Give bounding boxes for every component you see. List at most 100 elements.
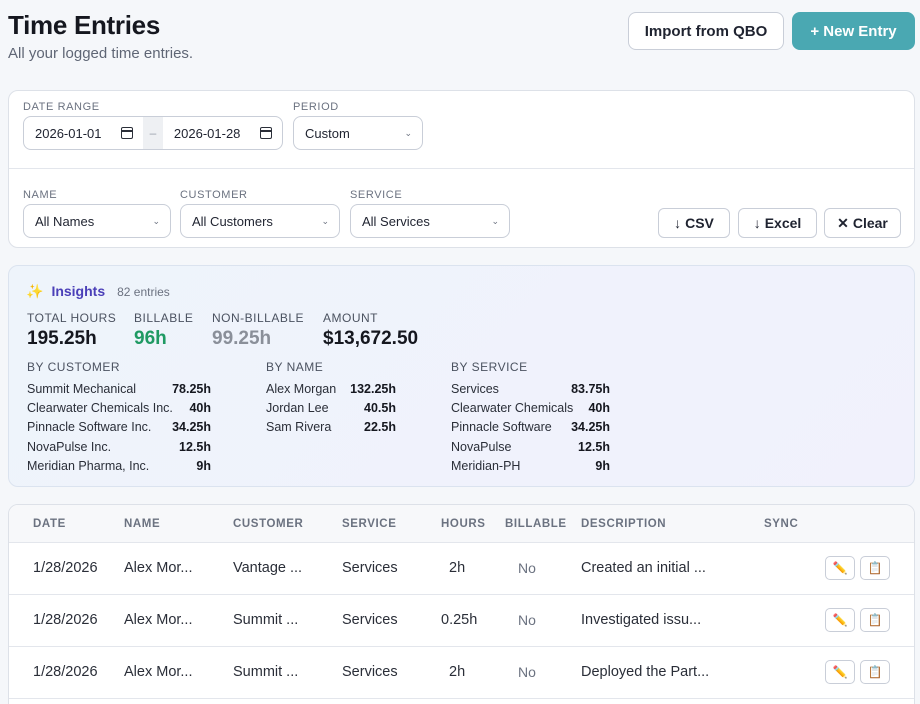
name-select-value: All Names [35,213,95,229]
date-to-input[interactable]: 2026-01-28 [163,117,282,149]
cell-service: Services [342,560,398,576]
list-item: Alex Morgan 132.25h [266,381,396,396]
close-icon: ✕ [837,214,849,231]
column-header-hours[interactable]: HOURS [441,518,486,530]
customer-filter-label: CUSTOMER [180,189,248,201]
export-excel-button[interactable]: ↓ Excel [738,208,817,238]
clear-label: Clear [852,215,888,231]
calendar-icon[interactable] [121,127,134,139]
date-to-value: 2026-01-28 [173,125,241,141]
total-hours-stat: TOTAL HOURS 195.25h [27,311,116,350]
arrow-down-icon: ↓ [674,215,682,231]
list-item: NovaPulse 12.5h [451,439,610,454]
list-item: Meridian-PH 9h [451,458,610,473]
by-customer-breakdown: BY CUSTOMER Summit Mechanical 78.25h Clea… [27,360,211,475]
clipboard-icon: 📋 [867,613,883,627]
date-from-value: 2026-01-01 [35,125,102,141]
amount-value: $13,672.50 [323,328,419,349]
clear-filters-button[interactable]: ✕ Clear [824,208,901,238]
cell-customer: Summit ... [233,612,299,628]
new-entry-button[interactable]: + New Entry [792,12,915,50]
by-service-label: BY SERVICE [451,360,528,374]
copy-entry-button[interactable]: 📋 [860,556,890,580]
list-item: Pinnacle Software Inc. 34.25h [27,420,211,435]
table-row[interactable]: 1/28/2026 Alex Mor... Vantage ... Servic… [9,543,914,595]
copy-entry-button[interactable]: 📋 [860,608,890,632]
total-hours-label: TOTAL HOURS [27,311,117,325]
insights-entry-count: 82 entries [117,285,170,299]
edit-entry-button[interactable]: ✏️ [825,608,855,632]
cell-name: Alex Mor... [124,560,193,576]
list-item: Meridian Pharma, Inc. 9h [27,458,211,473]
by-name-breakdown: BY NAME Alex Morgan 132.25h Jordan Lee 40.… [266,360,396,437]
date-separator: – [143,117,163,149]
list-item: Clearwater Chemicals Inc. 40h [27,400,211,415]
cell-service: Services [342,664,398,680]
column-header-name[interactable]: NAME [124,518,161,530]
table-row[interactable]: 1/28/2026 Alex Mor... Summit ... Service… [9,647,914,699]
pencil-icon: ✏️ [832,665,848,679]
list-item: Summit Mechanical 78.25h [27,381,211,396]
column-header-customer[interactable]: CUSTOMER [233,518,304,530]
by-name-label: BY NAME [266,360,324,374]
table-header: DATE NAME CUSTOMER SERVICE HOURS BILLABL… [9,505,914,543]
billable-value: 96h [134,328,167,349]
name-select[interactable]: All Names ⌄ [23,204,171,238]
page-title: Time Entries [8,10,160,40]
filters-panel: DATE RANGE 2026-01-01 – 2026-01-28 PERIO… [8,90,915,248]
chevron-down-icon: ⌄ [404,127,412,138]
list-item: Jordan Lee 40.5h [266,400,396,415]
column-header-sync[interactable]: SYNC [764,518,799,530]
list-item: NovaPulse Inc. 12.5h [27,439,211,454]
cell-date: 1/28/2026 [33,612,98,628]
insights-header: ✨ Insights 82 entries [26,283,170,300]
cell-service: Services [342,612,398,628]
cell-customer: Summit ... [233,664,299,680]
insights-panel: ✨ Insights 82 entries TOTAL HOURS 195.25… [8,265,915,487]
list-item: Sam Rivera 22.5h [266,420,396,435]
insights-title: Insights [51,283,106,299]
cell-billable: No [518,612,536,628]
cell-billable: No [518,664,536,680]
cell-description: Investigated issu... [581,612,702,628]
date-from-input[interactable]: 2026-01-01 [24,117,143,149]
by-customer-label: BY CUSTOMER [27,360,121,374]
import-from-qbo-button[interactable]: Import from QBO [628,12,784,50]
filters-divider [9,168,914,169]
calendar-icon[interactable] [260,127,272,139]
period-select[interactable]: Custom ⌄ [293,116,423,150]
column-header-description[interactable]: DESCRIPTION [581,518,667,530]
column-header-billable[interactable]: BILLABLE [505,518,567,530]
edit-entry-button[interactable]: ✏️ [825,660,855,684]
pencil-icon: ✏️ [832,561,848,575]
arrow-down-icon: ↓ [753,215,761,231]
non-billable-value: 99.25h [212,328,272,349]
non-billable-stat: NON-BILLABLE 99.25h [212,311,304,350]
service-select[interactable]: All Services ⌄ [350,204,510,238]
page-subtitle: All your logged time entries. [8,45,194,62]
edit-entry-button[interactable]: ✏️ [825,556,855,580]
customer-select[interactable]: All Customers ⌄ [180,204,340,238]
cell-hours: 2h [449,560,466,576]
clipboard-icon: 📋 [867,561,883,575]
date-range-group: 2026-01-01 – 2026-01-28 [23,116,283,150]
column-header-service[interactable]: SERVICE [342,518,397,530]
chevron-down-icon: ⌄ [152,215,160,226]
billable-label: BILLABLE [134,311,194,325]
service-select-value: All Services [362,213,430,229]
table-row[interactable]: 1/28/2026 Alex Mor... Summit ... Service… [9,595,914,647]
cell-hours: 0.25h [441,612,478,628]
chevron-down-icon: ⌄ [321,215,329,226]
copy-entry-button[interactable]: 📋 [860,660,890,684]
by-service-breakdown: BY SERVICE Services 83.75h Clearwater Che… [451,360,610,475]
name-filter-label: NAME [23,189,58,201]
column-header-date[interactable]: DATE [33,518,66,530]
clipboard-icon: 📋 [867,665,883,679]
period-label: PERIOD [293,101,339,113]
customer-select-value: All Customers [192,213,273,229]
chevron-down-icon: ⌄ [491,215,499,226]
cell-hours: 2h [449,664,466,680]
export-csv-button[interactable]: ↓ CSV [658,208,730,238]
sparkle-icon: ✨ [26,283,44,299]
list-item: Services 83.75h [451,381,610,396]
